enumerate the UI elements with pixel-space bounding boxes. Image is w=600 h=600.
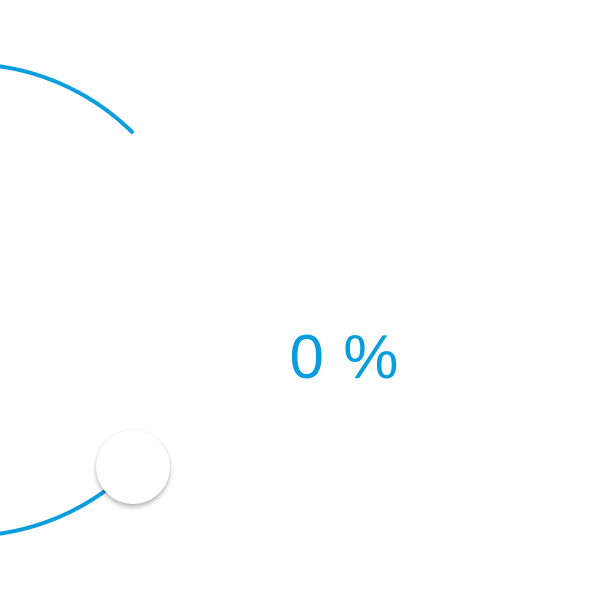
value-readout: 0 %	[0, 250, 600, 466]
value-unit: %	[343, 323, 400, 392]
value-separator	[325, 323, 343, 392]
value-number: 0	[289, 323, 325, 392]
slider-knob[interactable]	[96, 429, 171, 504]
